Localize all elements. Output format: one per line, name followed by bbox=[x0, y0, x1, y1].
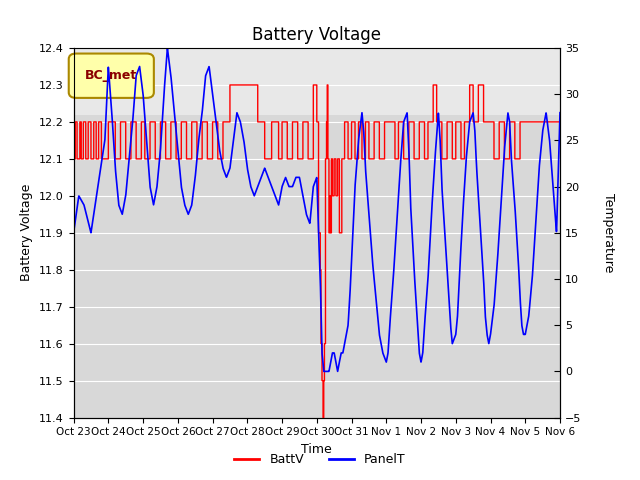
Legend: BattV, PanelT: BattV, PanelT bbox=[229, 448, 411, 471]
FancyBboxPatch shape bbox=[68, 54, 154, 98]
Title: Battery Voltage: Battery Voltage bbox=[252, 25, 381, 44]
Y-axis label: Temperature: Temperature bbox=[602, 193, 615, 273]
Bar bbox=[74, 48, 560, 115]
Text: BC_met: BC_met bbox=[85, 69, 137, 82]
Y-axis label: Battery Voltage: Battery Voltage bbox=[20, 184, 33, 281]
X-axis label: Time: Time bbox=[301, 443, 332, 456]
